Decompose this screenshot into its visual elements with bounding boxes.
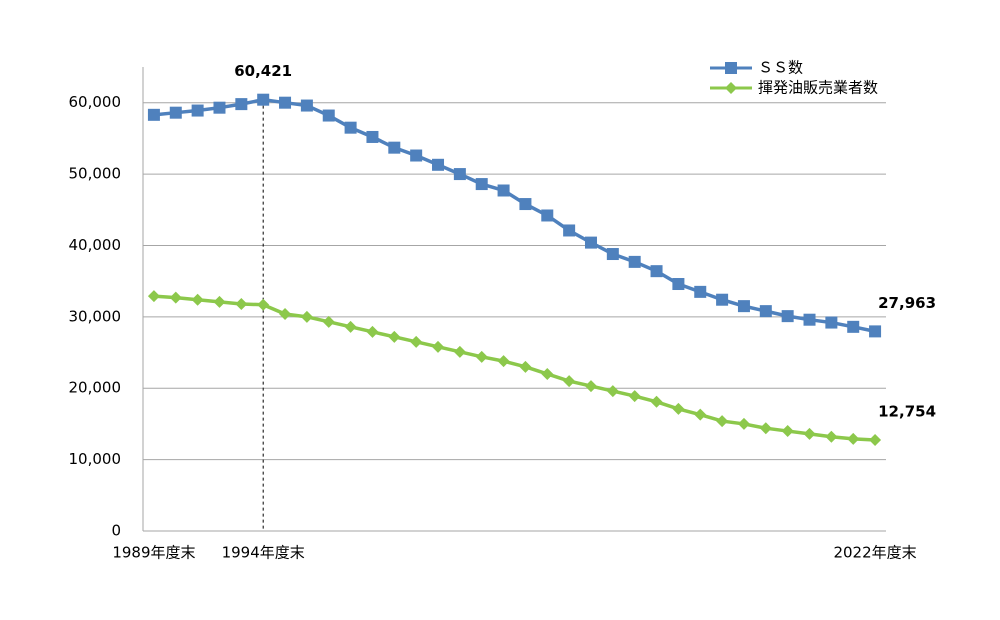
marker bbox=[147, 108, 160, 121]
marker bbox=[388, 330, 401, 343]
data-label: 60,421 bbox=[234, 62, 292, 80]
x-tick-label: 1989年度末 bbox=[112, 544, 195, 562]
data-label: 12,754 bbox=[878, 402, 936, 420]
marker bbox=[322, 315, 335, 328]
marker bbox=[432, 158, 445, 171]
marker bbox=[169, 106, 182, 119]
marker bbox=[432, 340, 445, 353]
marker bbox=[519, 198, 532, 211]
marker bbox=[235, 98, 248, 111]
y-tick-label: 0 bbox=[111, 522, 121, 540]
marker bbox=[737, 300, 750, 313]
marker bbox=[191, 104, 204, 117]
marker bbox=[725, 82, 737, 94]
marker bbox=[563, 224, 576, 237]
marker bbox=[519, 360, 532, 373]
marker bbox=[847, 320, 860, 333]
marker bbox=[279, 96, 292, 109]
marker bbox=[279, 307, 292, 320]
y-tick-label: 30,000 bbox=[69, 307, 122, 325]
marker bbox=[213, 295, 226, 308]
marker bbox=[410, 149, 423, 162]
marker bbox=[366, 130, 379, 143]
series-line bbox=[153, 294, 876, 442]
x-tick-label: 2022年度末 bbox=[833, 544, 916, 562]
marker bbox=[716, 415, 729, 428]
marker bbox=[584, 236, 597, 249]
data-label: 27,963 bbox=[878, 294, 936, 312]
y-tick-label: 50,000 bbox=[69, 165, 122, 183]
marker bbox=[541, 367, 554, 380]
marker bbox=[257, 93, 270, 106]
marker bbox=[672, 402, 685, 415]
marker bbox=[497, 355, 510, 368]
marker bbox=[388, 141, 401, 154]
marker bbox=[650, 395, 663, 408]
marker bbox=[453, 168, 466, 181]
marker bbox=[737, 417, 750, 430]
marker bbox=[300, 99, 313, 112]
marker bbox=[541, 209, 554, 222]
marker bbox=[672, 278, 685, 291]
marker bbox=[147, 290, 160, 303]
marker bbox=[475, 178, 488, 191]
marker bbox=[606, 385, 619, 398]
marker bbox=[344, 320, 357, 333]
y-tick-label: 60,000 bbox=[69, 93, 122, 111]
y-tick-label: 40,000 bbox=[69, 236, 122, 254]
marker bbox=[169, 291, 182, 304]
x-tick-label: 1994年度末 bbox=[222, 544, 305, 562]
marker bbox=[869, 433, 882, 446]
marker bbox=[869, 325, 882, 338]
marker bbox=[847, 432, 860, 445]
marker bbox=[803, 427, 816, 440]
marker bbox=[366, 325, 379, 338]
marker bbox=[257, 298, 270, 311]
marker bbox=[606, 248, 619, 261]
marker bbox=[584, 380, 597, 393]
marker bbox=[716, 293, 729, 306]
series-line bbox=[153, 97, 876, 334]
marker bbox=[410, 335, 423, 348]
marker bbox=[213, 101, 226, 114]
marker bbox=[694, 285, 707, 298]
marker bbox=[235, 297, 248, 310]
legend-label: ＳＳ数 bbox=[758, 59, 803, 77]
marker bbox=[322, 109, 335, 122]
marker bbox=[628, 255, 641, 268]
marker bbox=[628, 390, 641, 403]
marker bbox=[475, 350, 488, 363]
marker bbox=[825, 316, 838, 329]
marker bbox=[650, 265, 663, 278]
y-tick-label: 10,000 bbox=[69, 450, 122, 468]
marker bbox=[300, 310, 313, 323]
marker bbox=[781, 425, 794, 438]
marker bbox=[694, 408, 707, 421]
marker bbox=[825, 430, 838, 443]
marker bbox=[725, 62, 737, 74]
marker bbox=[344, 121, 357, 134]
marker bbox=[759, 305, 772, 318]
marker bbox=[781, 310, 794, 323]
marker bbox=[803, 313, 816, 326]
legend-label: 揮発油販売業者数 bbox=[758, 79, 878, 97]
marker bbox=[497, 184, 510, 197]
marker bbox=[191, 293, 204, 306]
marker bbox=[453, 345, 466, 358]
marker bbox=[759, 422, 772, 435]
y-tick-label: 20,000 bbox=[69, 379, 122, 397]
marker bbox=[563, 375, 576, 388]
